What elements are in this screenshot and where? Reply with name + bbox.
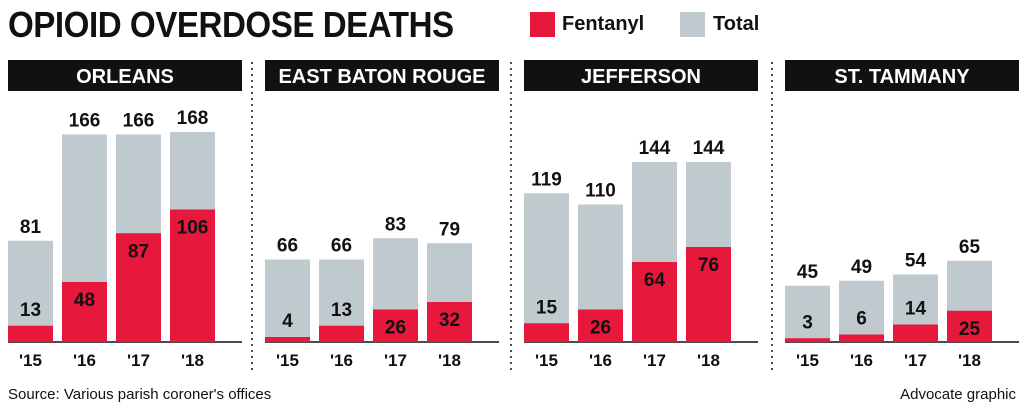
x-tick-label: '18 [181,351,204,370]
bar-fentanyl [524,323,569,342]
total-value-label: 65 [959,237,981,258]
bar-fentanyl [373,309,418,342]
fentanyl-value-label: 13 [20,300,41,321]
panel-title: EAST BATON ROUGE [278,66,485,88]
total-value-label: 144 [639,138,671,159]
x-tick-label: '15 [19,351,42,370]
x-tick-label: '15 [276,351,299,370]
bar-fentanyl [785,338,830,342]
x-tick-label: '17 [384,351,407,370]
total-value-label: 119 [531,169,562,190]
fentanyl-value-label: 25 [959,319,981,340]
bar-fentanyl [170,209,215,342]
bar-total [265,259,310,342]
bar-total [8,240,53,342]
x-tick-label: '16 [330,351,353,370]
chart-title: OPIOID OVERDOSE DEATHS [8,4,454,45]
total-value-label: 66 [277,236,298,257]
legend-swatch-total [680,12,705,37]
credit-note: Advocate graphic [900,386,1016,403]
x-tick-label: '16 [589,351,612,370]
total-value-label: 81 [20,217,42,238]
fentanyl-value-label: 26 [385,318,406,339]
bar-fentanyl [839,334,884,342]
bar-fentanyl [578,309,623,342]
x-tick-label: '18 [958,351,981,370]
fentanyl-value-label: 106 [177,218,209,239]
fentanyl-value-label: 15 [536,297,558,318]
fentanyl-value-label: 6 [856,309,867,330]
x-tick-label: '18 [438,351,461,370]
legend-label-fentanyl: Fentanyl [562,13,645,35]
panel-header [785,60,1019,91]
x-tick-label: '15 [796,351,819,370]
bar-total [524,193,569,342]
bar-fentanyl [265,337,310,342]
total-value-label: 54 [905,251,927,272]
fentanyl-value-label: 26 [590,318,611,339]
x-tick-label: '15 [535,351,558,370]
x-tick-label: '17 [643,351,666,370]
total-value-label: 79 [439,219,460,240]
bar-fentanyl [947,310,992,342]
bar-fentanyl [632,262,677,342]
total-value-label: 66 [331,236,352,257]
fentanyl-value-label: 48 [74,290,95,311]
panel-header [265,60,499,91]
total-value-label: 166 [123,111,155,132]
total-value-label: 110 [585,181,616,202]
x-tick-label: '17 [127,351,150,370]
source-note: Source: Various parish coroner's offices [8,386,272,403]
fentanyl-value-label: 64 [644,270,666,291]
legend-swatch-fentanyl [530,12,555,37]
panel-header [8,60,242,91]
total-value-label: 45 [797,262,819,283]
bar-fentanyl [8,325,53,342]
total-value-label: 144 [693,138,725,159]
total-value-label: 168 [177,108,209,129]
bar-total [839,280,884,342]
fentanyl-value-label: 76 [698,255,719,276]
x-tick-label: '16 [73,351,96,370]
total-value-label: 49 [851,257,872,278]
bar-fentanyl [893,324,938,342]
panel-header [524,60,758,91]
legend-label-total: Total [713,13,760,35]
panel-title: JEFFERSON [581,66,701,88]
fentanyl-value-label: 13 [331,300,352,321]
total-value-label: 83 [385,214,406,235]
bar-total [785,285,830,342]
bar-fentanyl [427,302,472,342]
fentanyl-value-label: 3 [802,312,813,333]
bar-fentanyl [62,282,107,342]
bar-fentanyl [686,247,731,342]
fentanyl-value-label: 14 [905,299,927,320]
panel-title: ORLEANS [76,66,174,88]
panel-title: ST. TAMMANY [834,66,970,88]
bar-fentanyl [319,325,364,342]
fentanyl-value-label: 32 [439,310,460,331]
total-value-label: 166 [69,111,101,132]
fentanyl-value-label: 87 [128,241,149,262]
bar-fentanyl [116,233,161,342]
fentanyl-value-label: 4 [282,311,293,332]
x-tick-label: '16 [850,351,873,370]
x-tick-label: '18 [697,351,720,370]
x-tick-label: '17 [904,351,927,370]
